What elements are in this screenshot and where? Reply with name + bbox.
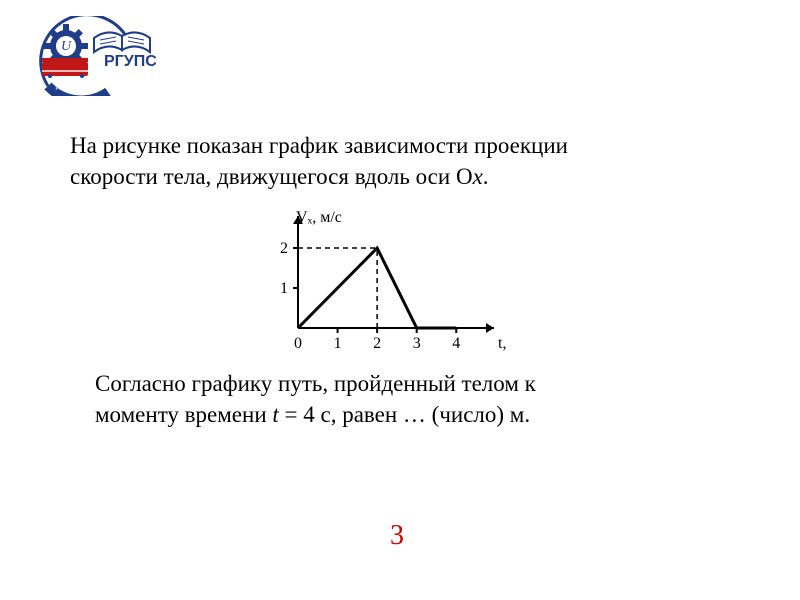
problem-line1: На рисунке показан график зависимости пр… — [70, 133, 568, 158]
problem-line2a: скорости тела, движущегося вдоль оси О — [70, 164, 473, 189]
logo-letter-u: U — [61, 39, 72, 54]
problem-line2b: х — [473, 164, 483, 189]
problem-line2c: . — [483, 164, 489, 189]
svg-text:4: 4 — [452, 335, 460, 352]
answer-line2b: = 4 с, равен … (число) м. — [279, 402, 530, 427]
svg-text:t, с: t, с — [498, 335, 510, 352]
svg-text:Vₓ, м/с: Vₓ, м/с — [296, 210, 342, 226]
university-logo: U РГУПС РОСТОВ-НА-ДОНУ — [36, 16, 156, 96]
answer-line1: Согласно графику путь, пройденный телом … — [95, 371, 536, 396]
logo-text-main: РГУПС — [104, 53, 156, 70]
svg-text:2: 2 — [280, 240, 288, 257]
problem-statement: На рисунке показан график зависимости пр… — [70, 130, 710, 192]
svg-text:2: 2 — [373, 335, 381, 352]
answer-prompt: Согласно графику путь, пройденный телом … — [95, 368, 715, 430]
svg-text:0: 0 — [294, 335, 302, 352]
svg-text:1: 1 — [280, 280, 288, 297]
answer-value: 3 — [390, 520, 404, 552]
velocity-time-chart: 0 1 2 3 4 1 2 Vₓ, м/с t, с — [250, 210, 510, 360]
logo-text-bottom: РОСТОВ-НА-ДОНУ — [56, 86, 102, 92]
svg-text:3: 3 — [413, 335, 421, 352]
page: U РГУПС РОСТОВ-НА-ДОНУ На рисунке показа… — [0, 0, 800, 600]
answer-line2a: моменту времени — [95, 402, 272, 427]
svg-text:1: 1 — [334, 335, 342, 352]
